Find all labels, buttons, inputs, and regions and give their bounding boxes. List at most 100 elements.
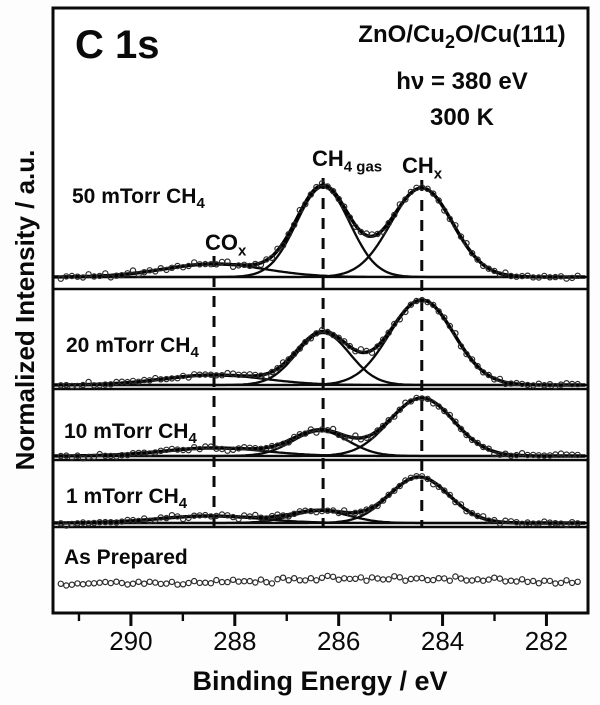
- data-point: [441, 487, 448, 494]
- data-point: [418, 296, 426, 304]
- data-point: [441, 207, 448, 214]
- data-point: [313, 183, 320, 191]
- data-point: [246, 513, 253, 520]
- data-point: [318, 180, 326, 187]
- data-point: [457, 425, 465, 433]
- data-point: [424, 395, 431, 403]
- data-point: [146, 377, 153, 384]
- data-point: [385, 576, 392, 583]
- data-point: [341, 203, 348, 210]
- data-point: [396, 406, 403, 413]
- data-point: [218, 372, 226, 379]
- data-point: [557, 381, 565, 388]
- series-label-20mtorr: 20 mTorr CH4: [66, 334, 199, 361]
- data-point: [446, 322, 453, 330]
- data-point: [341, 434, 348, 441]
- data-point: [485, 445, 492, 452]
- data-point: [391, 413, 398, 420]
- data-point: [574, 380, 581, 388]
- data-point: [513, 519, 520, 526]
- data-point: [435, 483, 442, 490]
- data-point: [291, 510, 298, 517]
- data-point: [224, 512, 231, 519]
- data-point: [474, 576, 481, 583]
- x-tick-label: 282: [525, 626, 568, 656]
- data-point: [402, 477, 409, 484]
- data-point: [335, 576, 342, 583]
- x-axis-ticks: 290 288 286 284 282: [77, 613, 568, 656]
- data-point: [291, 433, 298, 441]
- data-point: [68, 454, 76, 461]
- data-point: [263, 579, 270, 586]
- data-point: [57, 580, 65, 588]
- data-point: [352, 575, 359, 583]
- data-point: [557, 273, 565, 280]
- data-point: [246, 262, 253, 270]
- data-point: [574, 578, 581, 586]
- data-point: [385, 329, 392, 336]
- sample-label-part: ZnO/Cu: [358, 21, 445, 48]
- spectrum-as-prepared: [57, 572, 581, 589]
- data-point: [329, 573, 337, 581]
- data-point: [313, 577, 320, 584]
- data-point: [346, 436, 353, 443]
- data-point: [329, 507, 337, 514]
- y-axis-title: Normalized Intensity / a.u.: [10, 150, 40, 471]
- data-point: [480, 513, 487, 520]
- data-point: [218, 445, 226, 453]
- data-point: [302, 338, 309, 346]
- data-point: [346, 214, 353, 221]
- peak-label-COx-text: CO: [205, 230, 238, 255]
- x-axis-title: Binding Energy / eV: [192, 666, 447, 696]
- data-point: [96, 450, 103, 458]
- peak-label-CHx-sub: x: [434, 165, 443, 182]
- data-point: [502, 269, 509, 276]
- data-point: [263, 444, 270, 452]
- peak-label-COx-sub: x: [238, 242, 247, 259]
- data-point: [491, 516, 498, 524]
- data-point: [463, 350, 470, 358]
- plot-frame: [51, 6, 590, 615]
- data-point: [296, 206, 303, 214]
- data-point: [574, 451, 581, 459]
- data-point: [168, 264, 176, 271]
- data-point: [574, 520, 581, 527]
- data-point: [352, 432, 359, 439]
- data-point: [352, 223, 359, 230]
- data-point: [435, 403, 442, 410]
- data-point: [79, 381, 87, 389]
- data-point: [446, 215, 453, 223]
- data-point: [229, 263, 237, 270]
- data-point: [407, 398, 415, 405]
- data-point: [457, 501, 465, 508]
- data-point: [185, 579, 192, 587]
- data-point: [363, 347, 370, 355]
- data-point: [279, 574, 287, 581]
- data-point: [296, 345, 303, 352]
- data-point: [557, 579, 565, 587]
- spectrum-1mtorr: [54, 473, 587, 529]
- series-label-50mtorr-text: 50 mTorr CH: [72, 185, 196, 208]
- data-point: [424, 185, 431, 192]
- data-point: [407, 301, 415, 308]
- data-point: [391, 211, 398, 219]
- peak-label-CHx: CHx: [402, 153, 443, 182]
- data-point: [468, 436, 476, 444]
- data-point: [213, 261, 220, 268]
- data-point: [268, 512, 276, 520]
- data-point: [213, 576, 220, 584]
- data-point: [279, 242, 287, 249]
- data-point: [57, 275, 65, 282]
- data-point: [552, 382, 559, 390]
- data-point: [424, 298, 431, 306]
- data-point: [335, 431, 342, 438]
- data-point: [513, 578, 520, 585]
- data-point: [385, 491, 392, 498]
- data-point: [568, 274, 576, 282]
- data-point: [496, 375, 504, 383]
- data-point: [229, 446, 237, 453]
- data-point: [190, 259, 198, 266]
- x-tick-label: 284: [421, 626, 464, 656]
- data-point: [185, 374, 192, 381]
